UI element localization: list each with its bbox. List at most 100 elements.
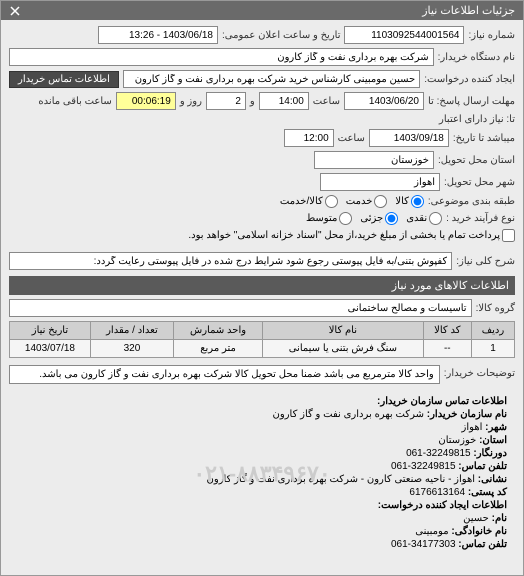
name-value: حسین	[463, 513, 489, 524]
response-deadline-label: مهلت ارسال پاسخ: تا	[428, 96, 515, 107]
phone-value: 32249815-061	[391, 461, 456, 472]
phone-label: تلفن تماس:	[458, 461, 507, 472]
radio-service-label: خدمت	[346, 196, 373, 207]
category-label: طبقه بندی موضوعی:	[428, 196, 515, 207]
buyer-device-input[interactable]	[9, 48, 434, 66]
creator-phone-line: تلفن تماس: 34177303-061	[17, 539, 507, 550]
public-announce-label: تاریخ و ساعت اعلان عمومی:	[222, 30, 341, 41]
note-desc-label: توضیحات خریدار:	[444, 368, 515, 379]
table-header-row: ردیف کد کالا نام کالا واحد شمارش تعداد /…	[10, 322, 515, 340]
need-number-label: شماره نیاز:	[468, 30, 515, 41]
lastname-line: نام خانوادگی: مومبینی	[17, 526, 507, 537]
radio-medium-item[interactable]: متوسط	[306, 212, 352, 225]
lastname-label: نام خانوادگی:	[451, 526, 507, 537]
goods-group-input[interactable]	[9, 299, 472, 317]
address-value: اهواز - ناحیه صنعتی کارون - شرکت بهره بر…	[207, 474, 475, 485]
contact-city-label: شهر:	[485, 422, 507, 433]
goods-info-section-title: اطلاعات کالاهای مورد نیاز	[9, 276, 515, 295]
province-label: استان محل تحویل:	[438, 155, 515, 166]
th-qty: تعداد / مقدار	[90, 322, 173, 340]
and-label: و	[250, 96, 255, 107]
telefax-label: دورنگار:	[473, 448, 507, 459]
creator-phone-label: تلفن تماس:	[458, 539, 507, 550]
city-input[interactable]	[320, 173, 440, 191]
window-title: جزئیات اطلاعات نیاز	[422, 4, 515, 17]
need-desc-label: شرح کلی نیاز:	[456, 256, 515, 267]
contact-province-value: خوزستان	[438, 435, 476, 446]
city-line: شهر: اهواز	[17, 422, 507, 433]
radio-service-item[interactable]: خدمت	[346, 195, 388, 208]
td-row: 1	[471, 340, 514, 358]
radio-goods-item[interactable]: کالا	[395, 195, 424, 208]
time-label-1: ساعت	[313, 96, 340, 107]
radio-partial-item[interactable]: جزئی	[360, 212, 398, 225]
radio-medium[interactable]	[339, 212, 352, 225]
contact-title: اطلاعات تماس سازمان خریدار:	[17, 396, 507, 407]
response-time-input[interactable]	[259, 92, 309, 110]
pay-checkbox[interactable]	[502, 229, 515, 242]
close-icon[interactable]	[9, 5, 21, 17]
creator-title: اطلاعات ایجاد کننده درخواست:	[378, 500, 507, 511]
table-row: 1 -- سنگ فرش بتنی یا سیمانی متر مربع 320…	[10, 340, 515, 358]
th-code: کد کالا	[423, 322, 471, 340]
request-creator-input[interactable]	[123, 70, 420, 88]
telefax-value: 32249815-061	[406, 448, 471, 459]
radio-partial[interactable]	[385, 212, 398, 225]
need-desc-input[interactable]	[9, 252, 452, 270]
radio-service[interactable]	[374, 195, 387, 208]
td-date: 1403/07/18	[10, 340, 91, 358]
need-number-input[interactable]	[344, 26, 464, 44]
validity-date-label: میباشد تا تاریخ:	[453, 133, 515, 144]
creator-phone-value: 34177303-061	[391, 539, 456, 550]
province-line: استان: خوزستان	[17, 435, 507, 446]
remaining-label: ساعت باقی مانده	[38, 96, 111, 107]
postal-line: کد پستی: 6176613164	[17, 487, 507, 498]
pay-checkbox-item[interactable]: پرداخت تمام یا بخشی از مبلغ خرید،از محل …	[188, 229, 515, 242]
radio-goods-label: کالا	[395, 196, 409, 207]
td-qty: 320	[90, 340, 173, 358]
address-label: نشانی:	[478, 474, 507, 485]
buyer-contact-button[interactable]: اطلاعات تماس خریدار	[9, 71, 119, 88]
purchase-type-label: نوع فرآیند خرید :	[446, 213, 515, 224]
radio-goods-service[interactable]	[325, 195, 338, 208]
postal-label: کد پستی:	[468, 487, 507, 498]
days-remaining-input[interactable]	[206, 92, 246, 110]
lastname-value: مومبینی	[415, 526, 448, 537]
validity-date-input[interactable]	[369, 129, 449, 147]
validity-time-input[interactable]	[284, 129, 334, 147]
contact-title-label: اطلاعات تماس سازمان خریدار:	[377, 396, 507, 407]
td-name: سنگ فرش بتنی یا سیمانی	[263, 340, 424, 358]
response-date-input[interactable]	[344, 92, 424, 110]
radio-partial-label: جزئی	[360, 213, 383, 224]
goods-group-label: گروه کالا:	[476, 303, 515, 314]
radio-goods-service-item[interactable]: کالا/خدمت	[280, 195, 338, 208]
td-unit: متر مربع	[174, 340, 263, 358]
goods-table: ردیف کد کالا نام کالا واحد شمارش تعداد /…	[9, 321, 515, 358]
phone-line: تلفن تماس: 32249815-061	[17, 461, 507, 472]
city-label: شهر محل تحویل:	[444, 177, 515, 188]
telefax-line: دورنگار: 32249815-061	[17, 448, 507, 459]
category-radio-group: کالا خدمت کالا/خدمت	[280, 195, 424, 208]
name-label: نام:	[492, 513, 507, 524]
address-line: نشانی: اهواز - ناحیه صنعتی کارون - شرکت …	[17, 474, 507, 485]
window-header: جزئیات اطلاعات نیاز	[1, 1, 523, 20]
province-input[interactable]	[314, 151, 434, 169]
radio-cash[interactable]	[429, 212, 442, 225]
creator-title-line: اطلاعات ایجاد کننده درخواست:	[17, 500, 507, 511]
name-line: نام: حسین	[17, 513, 507, 524]
org-value: شرکت بهره برداری نفت و گاز کارون	[273, 409, 424, 420]
remaining-time-input[interactable]	[116, 92, 176, 110]
th-row: ردیف	[471, 322, 514, 340]
radio-goods[interactable]	[411, 195, 424, 208]
validity-label: تا: نیاز دارای اعتبار	[439, 114, 515, 125]
radio-cash-label: نقدی	[406, 213, 427, 224]
day-label: روز و	[180, 96, 202, 107]
th-date: تاریخ نیاز	[10, 322, 91, 340]
public-announce-input[interactable]	[98, 26, 218, 44]
pay-checkbox-label: پرداخت تمام یا بخشی از مبلغ خرید،از محل …	[188, 230, 500, 241]
purchase-type-radio-group: نقدی جزئی متوسط	[306, 212, 442, 225]
th-name: نام کالا	[263, 322, 424, 340]
org-label: نام سازمان خریدار:	[427, 409, 507, 420]
radio-cash-item[interactable]: نقدی	[406, 212, 442, 225]
postal-value: 6176613164	[409, 487, 465, 498]
